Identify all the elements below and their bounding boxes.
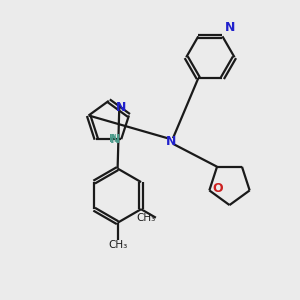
Text: N: N	[225, 21, 235, 34]
Text: O: O	[212, 182, 223, 195]
Text: N: N	[116, 101, 127, 114]
Text: N: N	[110, 133, 121, 146]
Text: CH₃: CH₃	[108, 240, 127, 250]
Text: N: N	[165, 135, 176, 148]
Text: H: H	[109, 134, 117, 144]
Text: CH₃: CH₃	[136, 213, 156, 223]
